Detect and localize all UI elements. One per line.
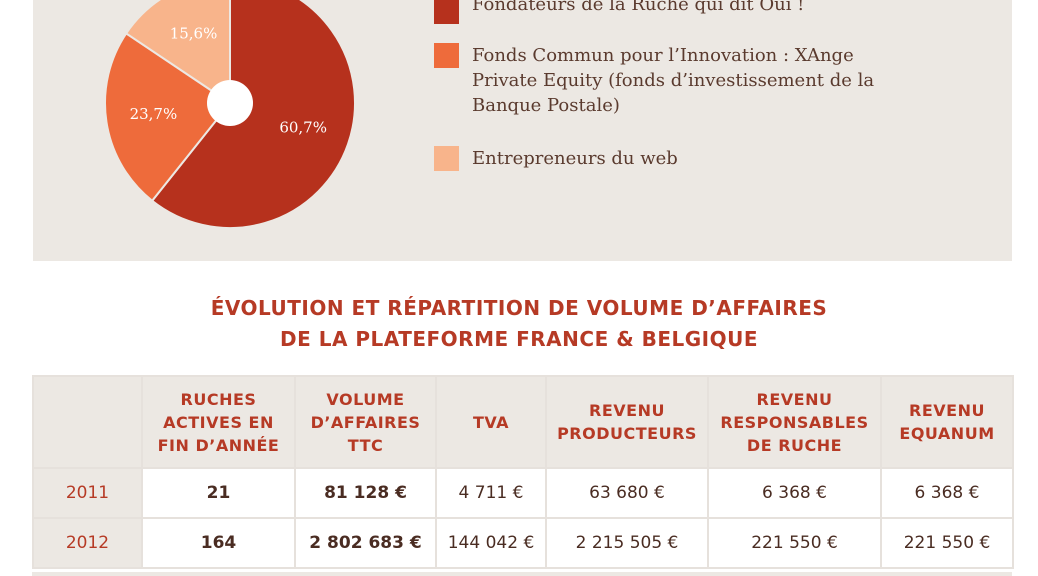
table-cell: 144 042 €: [435, 517, 547, 569]
table-cell: 2 215 505 €: [545, 517, 709, 569]
legend-swatch: [434, 146, 459, 171]
legend-item: Fondateurs de la Ruche qui dit Oui !: [434, 0, 902, 24]
column-header: TVA: [435, 375, 547, 469]
table-title: DE LA PLATEFORME FRANCE & BELGIQUE: [279, 327, 759, 351]
pie-slice: [124, 0, 231, 105]
pie-slice: [150, 0, 356, 229]
table-cell: 4 711 €: [435, 467, 547, 519]
table-cell: 6 368 €: [707, 467, 882, 519]
table-cell: 221 550 €: [707, 517, 882, 569]
slice-label: 60,7%: [279, 119, 327, 137]
legend-swatch: [434, 0, 459, 24]
pie-slice: [104, 32, 232, 203]
column-header: REVENU EQUANUM: [880, 375, 1014, 469]
column-header: VOLUME D’AFFAIRES TTC: [294, 375, 437, 469]
column-header: [32, 375, 143, 469]
legend-label: Entrepreneurs du web: [472, 148, 678, 169]
column-header: REVENU RESPONSABLES DE RUCHE: [707, 375, 882, 469]
table-cell: 81 128 €: [294, 467, 437, 519]
legend-item: Entrepreneurs du web: [434, 146, 902, 171]
pie-hole: [207, 80, 253, 126]
table-row: 2011 21 81 128 €4 711 €63 680 €6 368 €6 36…: [32, 467, 1014, 519]
legend-item: Fonds Commun pour l’Innovation : XAnge P…: [434, 43, 902, 118]
table-row: 2012 164 2 802 683 €144 042 €2 215 505 €22…: [32, 517, 1014, 569]
table-cell: 21: [141, 467, 296, 519]
table-cell: 2011: [32, 467, 143, 519]
slice-label: 15,6%: [170, 25, 218, 43]
table-row-edge: [32, 572, 1012, 576]
slice-label: 23,7%: [130, 105, 178, 123]
column-header: RUCHES ACTIVES EN FIN D’ANNÉE: [141, 375, 296, 469]
legend-label: Fondateurs de la Ruche qui dit Oui !: [472, 0, 805, 15]
business-table: RUCHES ACTIVES EN FIN D’ANNÉE VOLUME D’AF…: [32, 375, 1014, 569]
pie-chart: 60,7% 23,7% 15,6%: [104, 0, 356, 229]
shareholder-panel: 60,7% 23,7% 15,6%: [33, 0, 1012, 261]
table-title: ÉVOLUTION ET RÉPARTITION DE VOLUME D’AFF…: [210, 296, 828, 320]
table-cell: 164: [141, 517, 296, 569]
table-cell: 6 368 €: [880, 467, 1014, 519]
table-cell: 221 550 €: [880, 517, 1014, 569]
legend-label: Fonds Commun pour l’Innovation : XAnge P…: [472, 45, 875, 116]
legend-swatch: [434, 43, 459, 68]
table-cell: 2 802 683 €: [294, 517, 437, 569]
table-cell: 63 680 €: [545, 467, 709, 519]
column-header: REVENU PRODUCTEURS: [545, 375, 709, 469]
table-cell: 2012: [32, 517, 143, 569]
